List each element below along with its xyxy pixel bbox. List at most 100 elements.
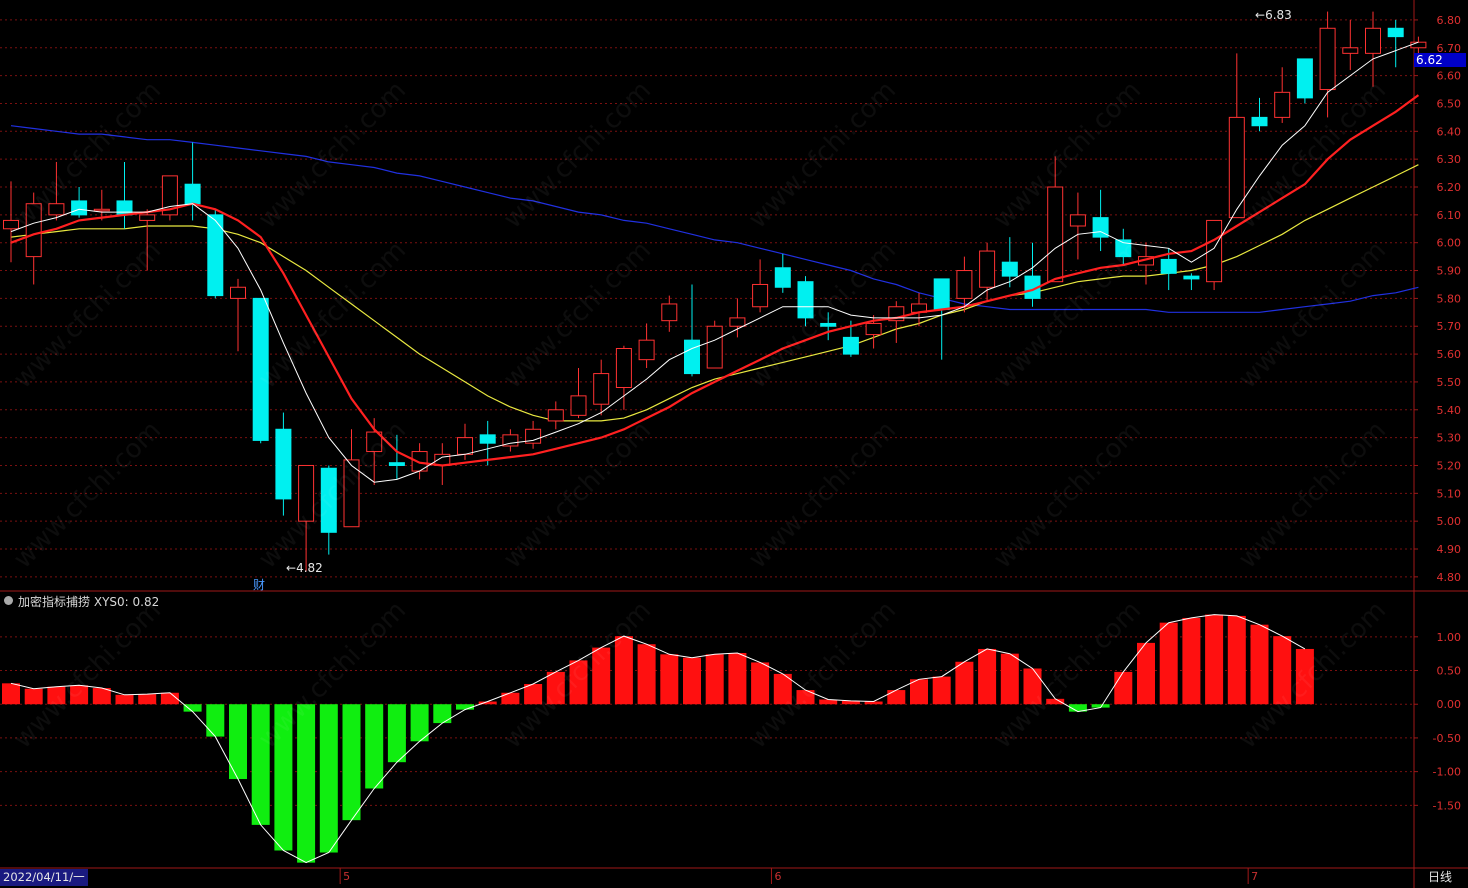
price-tick-label: 5.60 — [1437, 348, 1462, 361]
indicator-line — [10, 614, 1306, 864]
candle-body — [139, 214, 156, 221]
candle-body — [161, 175, 178, 216]
hist-bar-positive — [160, 692, 179, 705]
candle-body — [184, 183, 201, 205]
hist-bar-negative — [229, 704, 247, 780]
candle-body — [1296, 58, 1313, 99]
candle-body — [252, 297, 269, 441]
hist-bar-positive — [1182, 617, 1201, 705]
candle-down — [1024, 242, 1041, 307]
hist-bar-negative — [297, 704, 316, 863]
hist-bar-positive — [1227, 615, 1246, 705]
candle-body — [774, 267, 791, 288]
hist-bar-positive — [1023, 668, 1042, 705]
hist-bar-positive — [841, 700, 860, 705]
month-label: 7 — [1251, 870, 1259, 883]
price-tick-label: 6.50 — [1437, 97, 1462, 110]
hist-bar-positive — [773, 673, 792, 705]
candle-body — [1274, 91, 1291, 118]
indicator-settings-icon[interactable] — [4, 596, 13, 605]
candle-body — [1319, 27, 1336, 91]
candle-up — [93, 189, 110, 221]
candle-up — [888, 301, 905, 343]
candle-body — [1251, 116, 1268, 127]
candle-body — [1387, 27, 1404, 38]
hist-bar-positive — [138, 694, 157, 705]
candle-body — [388, 462, 405, 466]
candle-down — [684, 284, 700, 377]
candle-up — [661, 295, 678, 332]
candle-down — [275, 412, 292, 516]
candle-body — [479, 434, 496, 444]
current-price-badge: 6.62 — [1414, 53, 1466, 67]
period-selector[interactable]: 日线 — [1427, 870, 1452, 884]
candle-body — [1410, 41, 1427, 49]
candle-down — [184, 142, 201, 221]
candle-up — [343, 429, 360, 528]
hist-bar-negative — [274, 704, 293, 851]
hist-bar-positive — [115, 694, 134, 705]
candle-body — [230, 286, 246, 299]
hist-bar-positive — [524, 684, 543, 705]
candle-body — [1047, 186, 1064, 283]
hist-bar-negative — [183, 704, 202, 712]
price-tick-label: 5.50 — [1437, 376, 1462, 389]
hist-bar-positive — [819, 699, 838, 705]
candle-body — [547, 409, 564, 422]
candle-body — [638, 339, 655, 361]
candle-body — [298, 464, 315, 522]
hist-bar-positive — [864, 701, 883, 705]
candle-body — [1001, 261, 1018, 277]
candle-body — [48, 203, 65, 216]
candle-up — [570, 368, 587, 419]
candle-up — [1319, 11, 1336, 118]
indicator-tick-label: 0.50 — [1437, 665, 1462, 678]
hist-bar-positive — [478, 701, 497, 705]
candle-up — [525, 420, 542, 449]
hist-bar-positive — [728, 652, 747, 705]
hist-bar-positive — [70, 685, 89, 705]
cursor-date-box: 2022/04/11/一 — [0, 869, 88, 886]
candle-up — [1047, 156, 1064, 283]
candle-down — [1296, 58, 1313, 104]
candle-body — [320, 467, 337, 533]
hist-bar-positive — [1114, 671, 1133, 705]
indicator-tick-label: 0.00 — [1437, 698, 1462, 711]
hist-bar-negative — [319, 704, 338, 853]
candle-up — [1274, 67, 1291, 123]
candle-body — [3, 219, 19, 230]
candle-body — [25, 203, 42, 258]
candle-body — [525, 428, 542, 444]
hist-bar-positive — [2, 683, 20, 705]
hist-bar-positive — [887, 690, 906, 705]
candle-body — [275, 428, 292, 500]
hist-bar-positive — [978, 648, 997, 705]
candle-up — [593, 359, 610, 416]
indicator-title[interactable]: 加密指标捕捞 XYS0: 0.82 — [18, 593, 159, 610]
hist-bar-positive — [683, 657, 701, 705]
candle-up — [615, 345, 632, 410]
candle-down — [1251, 97, 1268, 132]
ma60-line — [10, 125, 1419, 313]
finance-report-marker[interactable]: 财 — [253, 578, 266, 592]
candle-body — [842, 336, 859, 355]
candle-body — [1206, 219, 1223, 283]
candle-up — [1228, 53, 1245, 219]
hist-bar-negative — [456, 704, 474, 710]
high-marker-label: ←6.83 — [1255, 8, 1292, 22]
candle-body — [1069, 214, 1086, 227]
low-marker-label: ←4.82 — [286, 561, 323, 575]
hist-bar-positive — [546, 671, 565, 705]
price-tick-label: 5.00 — [1437, 515, 1462, 528]
hist-bar-positive — [1295, 648, 1314, 705]
hist-bar-positive — [24, 688, 43, 705]
candle-body — [502, 434, 519, 447]
price-tick-label: 6.30 — [1437, 153, 1462, 166]
candle-up — [298, 464, 315, 572]
candle-up — [1342, 19, 1359, 71]
candle-body — [570, 395, 587, 416]
hist-bar-positive — [1000, 653, 1019, 705]
candle-body — [933, 278, 950, 311]
